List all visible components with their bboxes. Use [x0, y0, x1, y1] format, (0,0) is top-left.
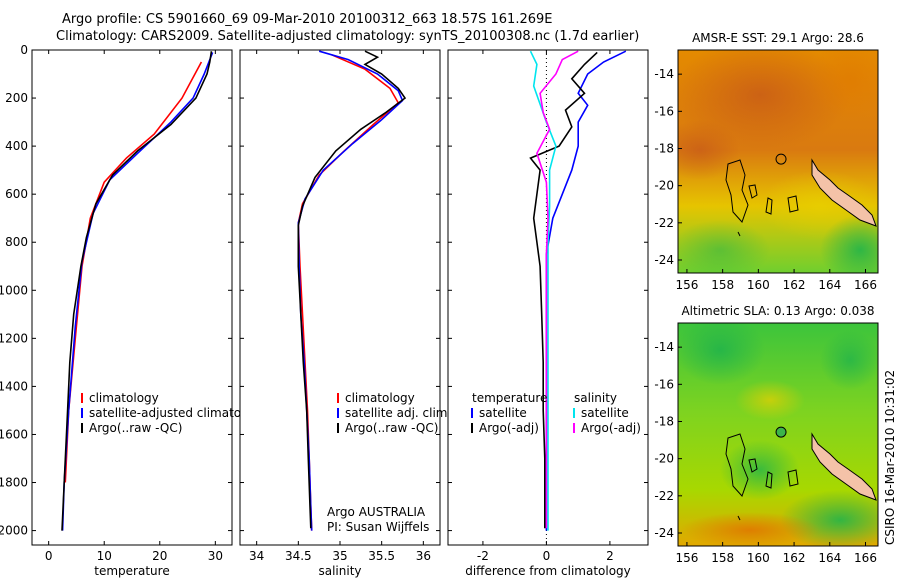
sst_map-argo-marker	[775, 153, 787, 165]
pressure-tick-label: 200	[5, 91, 28, 105]
temperature_profile-xlabel: temperature	[94, 564, 169, 578]
temperature_profile-legend-label: satellite-adjusted climatology	[89, 406, 267, 420]
temperature_profile-xtick-label: 0	[45, 549, 53, 563]
sla_map-xtick-label: 158	[711, 551, 734, 565]
sst_map-ytick-label: -14	[654, 67, 674, 81]
difference_profile-series-salinity-argo-adj-	[536, 50, 579, 529]
figure-title-line1: Argo profile: CS 5901660_69 09-Mar-2010 …	[62, 12, 553, 27]
sla_map-ytick-label: -16	[654, 377, 674, 391]
salinity_profile-xtick-label: 35.5	[368, 549, 395, 563]
difference_profile-xtick-label: 0	[543, 549, 551, 563]
sla_map-ytick-label: -18	[654, 414, 674, 428]
difference_profile-legend-label: Argo(-adj)	[479, 421, 539, 435]
pressure-tick-label: 2000	[0, 524, 28, 538]
sst_map-panel: AMSR-E SST: 29.1 Argo: 28.6 156 158 160 162 1…	[654, 31, 879, 292]
temperature_profile-xtick-label: 30	[208, 549, 223, 563]
pressure-tick-label: 1000	[0, 283, 28, 297]
sla_map-xtick-label: 156	[675, 551, 698, 565]
argo-annotation-line: Argo AUSTRALIA	[327, 505, 426, 519]
sla-map-shading	[678, 323, 878, 546]
pressure-tick-label: 400	[5, 139, 28, 153]
temperature_profile-xtick-label: 20	[152, 549, 167, 563]
sst_map-title: AMSR-E SST: 29.1 Argo: 28.6	[692, 31, 864, 45]
difference_profile-series-temperature-argo-adj-	[529, 51, 598, 529]
pressure-tick-label: 0	[20, 43, 28, 57]
sst_map-xtick-label: 164	[818, 278, 841, 292]
temperature_profile-legend-label: climatology	[89, 391, 159, 405]
salinity_profile-xtick-label: 34.5	[285, 549, 312, 563]
difference_profile-xlabel: difference from climatology	[465, 564, 631, 578]
sst_map-ytick-label: -24	[654, 253, 674, 267]
pressure-tick-label: 1800	[0, 476, 28, 490]
sst_map-ytick-label: -20	[654, 179, 674, 193]
pressure-tick-label: 800	[5, 235, 28, 249]
temperature_profile-legend-label: Argo(..raw -QC)	[89, 421, 182, 435]
sst_map-ytick-label: -22	[654, 216, 674, 230]
sla_map-ytick-label: -20	[654, 452, 674, 466]
salinity_profile-xtick-label: 34	[249, 549, 264, 563]
temperature_profile-xtick-label: 10	[97, 549, 112, 563]
sst_map-xtick-label: 160	[747, 278, 770, 292]
sla_map-panel: Altimetric SLA: 0.13 Argo: 0.038 156 158 16…	[654, 304, 879, 565]
salinity_profile-panel: 34 34.5 35 35.5 36 salinity climatologysatelli…	[239, 49, 451, 578]
difference_profile-legend-label: satellite	[581, 406, 629, 420]
sst_map-xtick-label: 166	[854, 278, 877, 292]
temperature_profile-panel: 0 10 20 30 temperature 0 200 400 600 800 1000 1200 1…	[0, 43, 267, 578]
sla_map-xtick-label: 166	[854, 551, 877, 565]
pressure-tick-label: 1200	[0, 331, 28, 345]
sst-map-shading	[678, 50, 878, 273]
sst_map-xtick-label: 162	[783, 278, 806, 292]
pressure-tick-label: 1600	[0, 427, 28, 441]
salinity_profile-xtick-label: 35	[332, 549, 347, 563]
sla_map-ytick-label: -24	[654, 526, 674, 540]
salinity_profile-legend-label: Argo(..raw -QC)	[345, 421, 438, 435]
sst_map-frame	[677, 49, 879, 274]
pressure-tick-label: 600	[5, 187, 28, 201]
sst_map-ytick-label: -18	[654, 141, 674, 155]
salinity_profile-series-argo-raw-qc-	[297, 50, 407, 529]
sst-coastline	[725, 158, 877, 237]
sla_map-frame	[677, 322, 879, 547]
sla_map-ytick-label: -14	[654, 340, 674, 354]
pressure-tick-label: 1400	[0, 379, 28, 393]
difference_profile-series-salinity-satellite	[529, 50, 557, 531]
difference_profile-legend-label: temperature	[472, 391, 547, 405]
figure-title-line2: Climatology: CARS2009. Satellite-adjuste…	[56, 29, 640, 44]
sla_map-ytick-label: -22	[654, 489, 674, 503]
sla_map-title: Altimetric SLA: 0.13 Argo: 0.038	[681, 304, 874, 318]
difference_profile-xtick-label: 2	[606, 549, 614, 563]
sst_map-xtick-label: 158	[711, 278, 734, 292]
difference_profile-legend-label: Argo(-adj)	[581, 421, 641, 435]
sla_map-xtick-label: 162	[783, 551, 806, 565]
temperature_profile-series-argo-raw-qc-	[61, 51, 213, 531]
sst_map-ytick-label: -16	[654, 104, 674, 118]
salinity_profile-legend-label: climatology	[345, 391, 415, 405]
salinity_profile-xtick-label: 36	[416, 549, 431, 563]
salinity_profile-legend-label: satellite adj. clim.	[345, 406, 451, 420]
temperature_profile-frame	[31, 49, 233, 546]
sla_map-xtick-label: 160	[747, 551, 770, 565]
sla_map-argo-marker	[775, 426, 787, 438]
difference_profile-legend-label: salinity	[574, 391, 617, 405]
salinity_profile-frame	[239, 49, 441, 546]
difference_profile-xtick-label: -2	[477, 549, 489, 563]
sst_map-xtick-label: 156	[675, 278, 698, 292]
salinity_profile-xlabel: salinity	[318, 564, 361, 578]
sla_map-xtick-label: 164	[818, 551, 841, 565]
difference_profile-legend-label: satellite	[479, 406, 527, 420]
argo-annotation-line: PI: Susan Wijffels	[327, 520, 429, 534]
sla-coastline	[725, 432, 877, 521]
temperature_profile-series-satellite-adjusted-climatology	[61, 52, 214, 531]
